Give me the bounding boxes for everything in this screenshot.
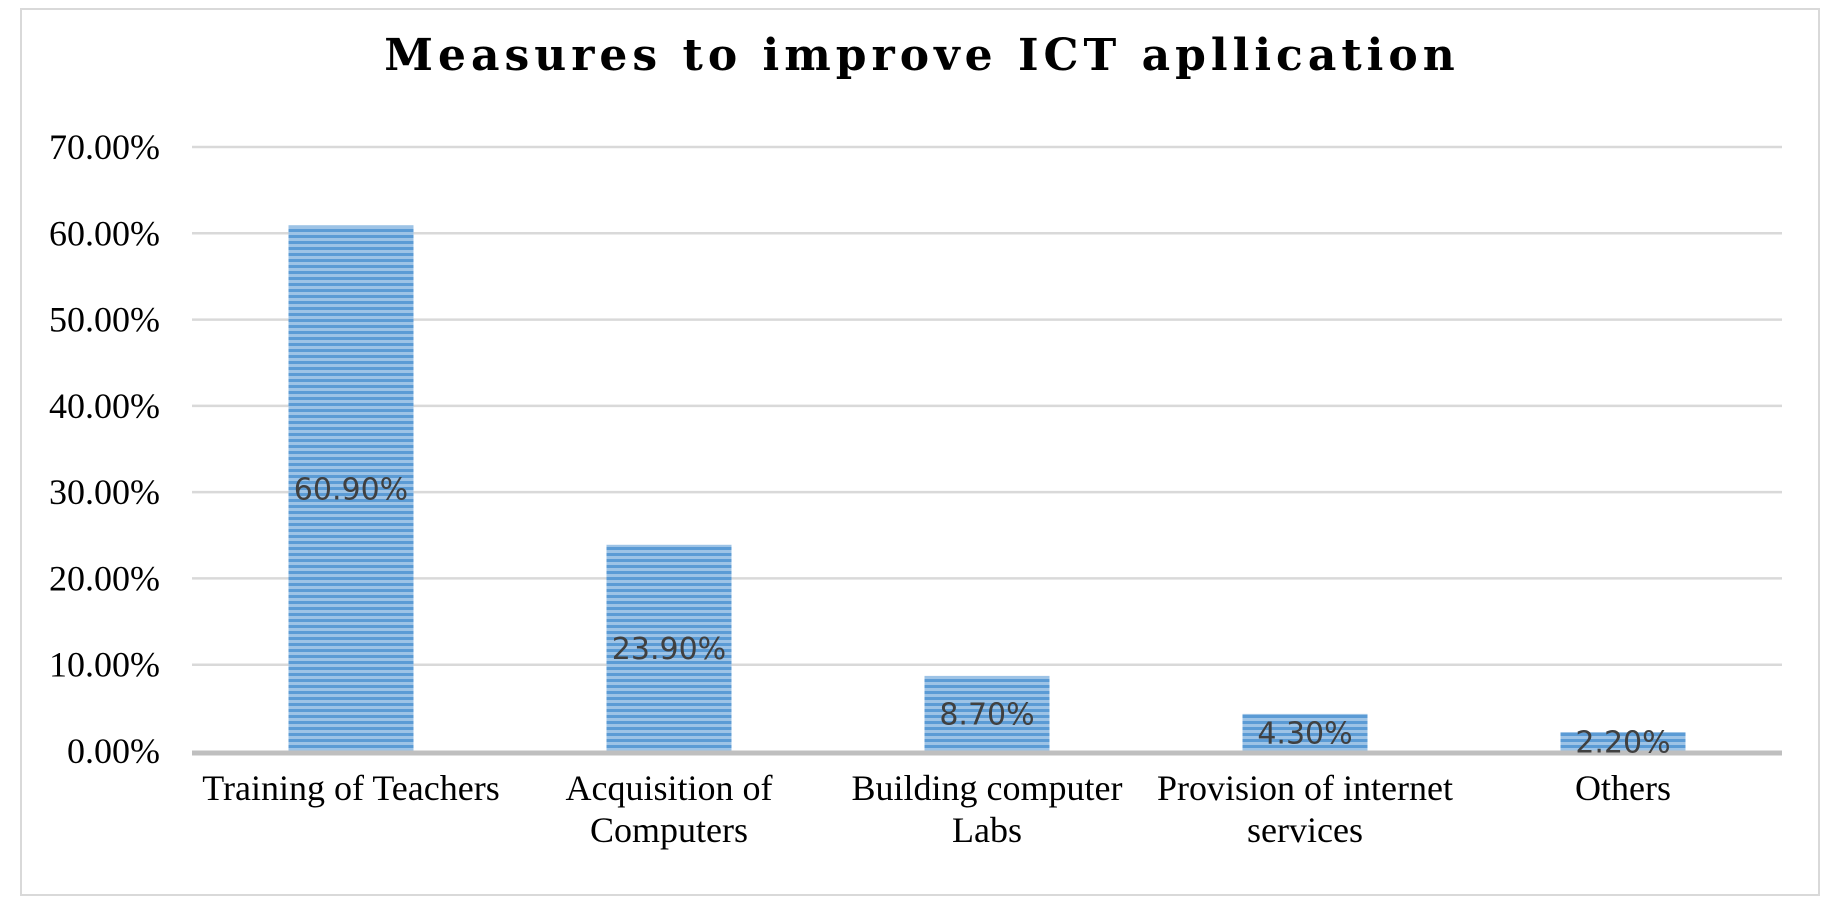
gridlines	[192, 145, 1782, 666]
bar	[1560, 732, 1686, 751]
x-tick-label: Acquisition of Computers	[566, 768, 773, 850]
y-axis-tick-labels: 0.00% 10.00% 20.00% 30.00% 40.00% 50.00% 60.00…	[49, 127, 160, 771]
x-tick-label: Building computer Labs	[852, 768, 1123, 850]
data-label: 2.20%	[1575, 726, 1670, 761]
data-label: 8.70%	[939, 697, 1034, 732]
chart-title: Measures to improve ICT apllication	[384, 30, 1459, 81]
y-tick-label: 0.00%	[67, 731, 160, 771]
y-tick-label: 20.00%	[49, 558, 160, 598]
y-tick-label: 30.00%	[49, 472, 160, 512]
chart-frame: Measures to improve ICT apllication 0.00…	[20, 8, 1820, 896]
y-tick-label: 50.00%	[49, 300, 160, 340]
data-labels: 60.90% 23.90% 8.70% 4.30% 2.20%	[294, 472, 1671, 760]
bar	[288, 225, 414, 751]
y-tick-label: 10.00%	[49, 645, 160, 685]
bars	[288, 225, 1686, 751]
bar	[924, 675, 1050, 751]
x-axis-tick-labels: Training of Teachers Acquisition of Comput…	[202, 768, 1671, 850]
data-label: 4.30%	[1257, 716, 1352, 751]
y-tick-label: 40.00%	[49, 386, 160, 426]
bar	[1242, 713, 1368, 751]
bar-chart: Measures to improve ICT apllication 0.00…	[49, 30, 1782, 850]
y-tick-label: 60.00%	[49, 213, 160, 253]
data-label: 60.90%	[294, 472, 408, 507]
x-tick-label: Provision of internet services	[1157, 768, 1453, 850]
x-tick-label: Others	[1575, 768, 1671, 808]
y-tick-label: 70.00%	[49, 127, 160, 167]
bar	[606, 544, 732, 751]
data-label: 23.90%	[612, 632, 726, 667]
x-tick-label: Training of Teachers	[202, 768, 499, 808]
